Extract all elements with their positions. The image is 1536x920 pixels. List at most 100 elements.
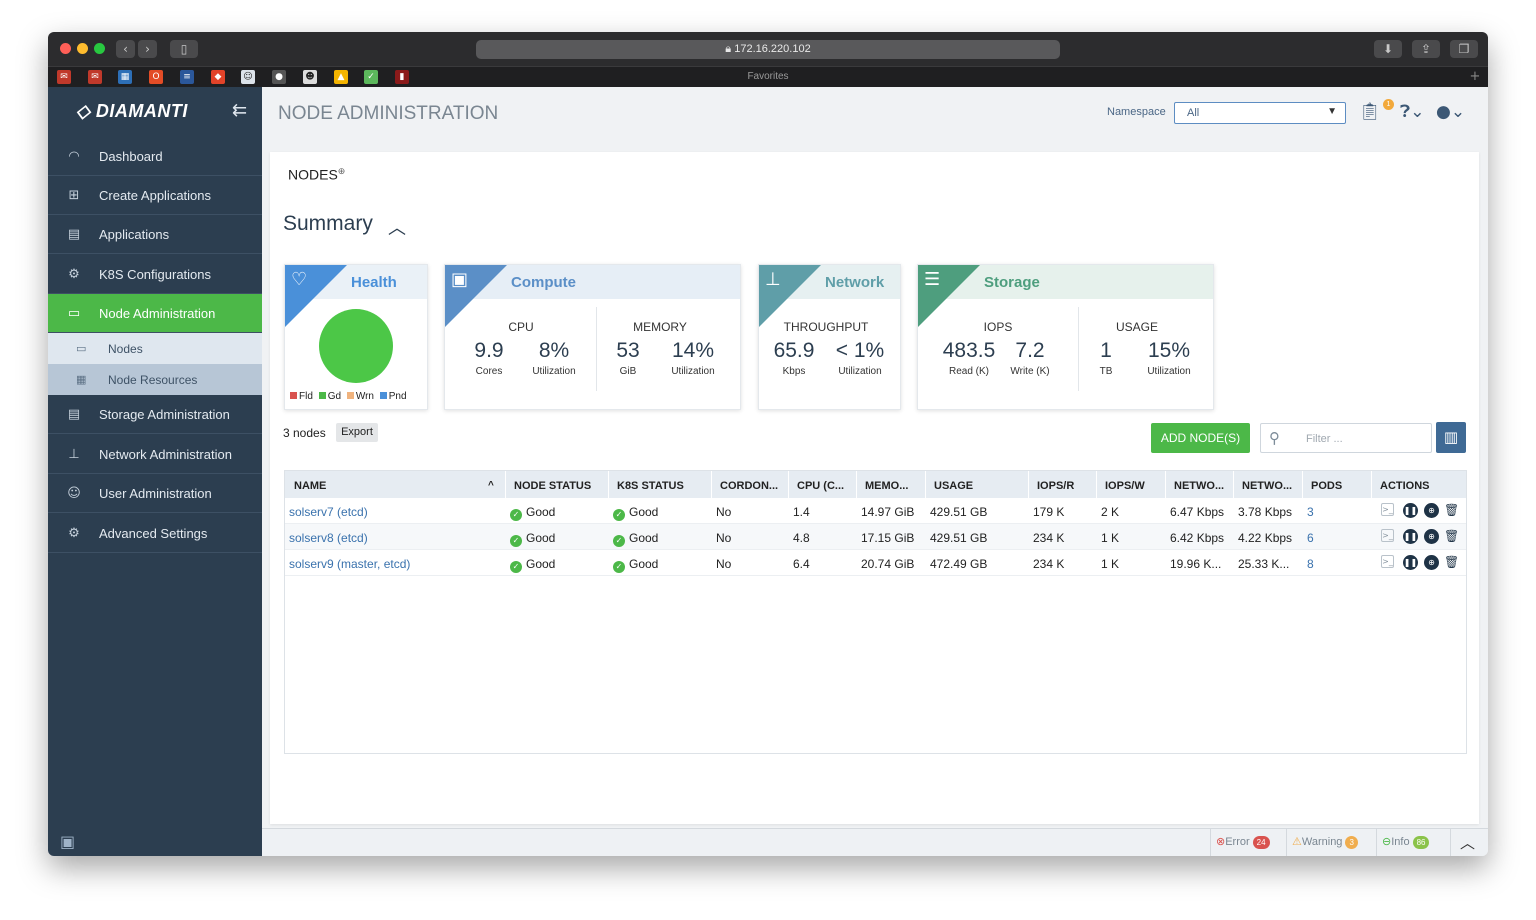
- check-circle-icon: ✓: [613, 535, 625, 547]
- memory-cell: 17.15 GiB: [861, 531, 915, 545]
- download-icon[interactable]: ⬇: [1374, 40, 1402, 58]
- globe-icon[interactable]: ⊕: [1424, 503, 1439, 518]
- nodes-table: NAME ^ NODE STATUS K8S STATUS CORDON... …: [284, 470, 1467, 754]
- calendar-icon[interactable]: ▣: [60, 832, 76, 851]
- error-icon: ⊗: [1216, 836, 1226, 848]
- terminal-icon[interactable]: >_: [1381, 555, 1394, 568]
- back-arrow-icon[interactable]: ‹: [116, 40, 135, 58]
- new-tab-plus-icon[interactable]: +: [1469, 69, 1481, 84]
- drive-icon[interactable]: ▲: [334, 70, 348, 84]
- memory-value: 53: [616, 339, 640, 362]
- pods-link[interactable]: 6: [1307, 531, 1314, 545]
- page-title: NODE ADMINISTRATION: [278, 103, 499, 124]
- sidebar-item-applications[interactable]: ▤ Applications: [48, 215, 262, 254]
- office-icon[interactable]: O: [149, 70, 163, 84]
- trash-icon[interactable]: 🗑︎: [1444, 555, 1460, 569]
- help-document-icon[interactable]: ❓︎⌄: [1400, 102, 1425, 122]
- clipboard-icon[interactable]: 📋︎: [1359, 102, 1381, 122]
- sidebar-subitem-node-resources[interactable]: ▦ Node Resources: [48, 364, 262, 395]
- info-status[interactable]: ⊖Info 86: [1382, 835, 1430, 849]
- error-status[interactable]: ⊗Error 24: [1216, 835, 1270, 849]
- sidebar: ◇ DIAMANTI ⇇ ◠ Dashboard ⊞ Create Applic…: [48, 87, 262, 856]
- sidebar-item-storage-administration[interactable]: ▤ Storage Administration: [48, 395, 262, 434]
- column-header-network-2[interactable]: NETWO...: [1242, 480, 1293, 492]
- chevron-up-icon[interactable]: ︿: [388, 218, 406, 239]
- sidebar-item-dashboard[interactable]: ◠ Dashboard: [48, 137, 262, 176]
- column-header-cpu[interactable]: CPU (C...: [797, 480, 845, 492]
- node-name-link[interactable]: solserv7 (etcd): [289, 505, 368, 519]
- info-icon[interactable]: ⊕: [337, 166, 346, 176]
- filter-input[interactable]: ⚲ Filter ...: [1260, 423, 1432, 453]
- address-bar[interactable]: 🔒︎ 172.16.220.102: [476, 40, 1060, 59]
- close-window-button[interactable]: [60, 43, 71, 54]
- column-header-pods[interactable]: PODS: [1311, 480, 1343, 492]
- pods-link[interactable]: 3: [1307, 505, 1314, 519]
- brand-logo[interactable]: ◇ DIAMANTI: [76, 101, 188, 121]
- terminal-icon[interactable]: >_: [1381, 529, 1394, 542]
- bookmark-icon[interactable]: ▮: [395, 70, 409, 84]
- columns-toggle-button[interactable]: ▥: [1436, 422, 1466, 453]
- user-account-icon[interactable]: ●⌄: [1436, 102, 1466, 122]
- share-icon[interactable]: ⇪: [1412, 40, 1440, 58]
- k8s-status-cell: ✓ Good: [613, 505, 658, 521]
- sidebar-item-node-administration[interactable]: ▭ Node Administration: [48, 294, 262, 333]
- sidebar-subitem-nodes[interactable]: ▭ Nodes: [48, 333, 262, 364]
- minimize-window-button[interactable]: [77, 43, 88, 54]
- browser-window: ‹ › ▯ 🔒︎ 172.16.220.102 ⬇ ⇪ ❐ ✉ ✉ ▦ O ≡ …: [48, 32, 1488, 856]
- column-header-name[interactable]: NAME: [294, 480, 327, 492]
- forward-arrow-icon[interactable]: ›: [138, 40, 157, 58]
- sidebar-item-k8s-configurations[interactable]: ⚙ K8S Configurations: [48, 255, 262, 294]
- collapse-sidebar-icon[interactable]: ⇇: [232, 100, 248, 121]
- table-row: solserv7 (etcd) ✓ Good ✓ Good No 1.4 14.97…: [285, 498, 1466, 524]
- sidebar-toggle-icon[interactable]: ▯: [170, 40, 198, 58]
- sidebar-item-create-applications[interactable]: ⊞ Create Applications: [48, 176, 262, 215]
- terminal-icon[interactable]: >_: [1381, 503, 1394, 516]
- docs-icon[interactable]: ≡: [180, 70, 194, 84]
- avatar-favicon-icon[interactable]: ☻: [303, 70, 317, 84]
- column-header-cordon[interactable]: CORDON...: [720, 480, 779, 492]
- sidebar-item-user-administration[interactable]: ☺ User Administration: [48, 474, 262, 513]
- column-header-iops-write[interactable]: IOPS/W: [1105, 480, 1145, 492]
- pods-link[interactable]: 8: [1307, 557, 1314, 571]
- trash-icon[interactable]: 🗑︎: [1444, 503, 1460, 517]
- warning-status[interactable]: ⚠Warning 3: [1292, 835, 1358, 849]
- column-header-usage[interactable]: USAGE: [934, 480, 974, 492]
- pause-icon[interactable]: ❚❚: [1403, 503, 1418, 518]
- column-header-k8s-status[interactable]: K8S STATUS: [617, 480, 684, 492]
- namespace-select[interactable]: All ▼: [1174, 102, 1346, 124]
- pause-icon[interactable]: ❚❚: [1403, 555, 1418, 570]
- zoom-window-button[interactable]: [94, 43, 105, 54]
- table-row: solserv8 (etcd) ✓ Good ✓ Good No 4.8 17.15…: [285, 524, 1466, 550]
- mail-icon[interactable]: ✉: [88, 70, 102, 84]
- expand-status-icon[interactable]: ︿: [1460, 834, 1476, 852]
- health-card: ♡ Health Fld Gd Wrn Pnd: [284, 264, 428, 410]
- export-button[interactable]: Export: [336, 423, 378, 442]
- github-icon[interactable]: ●: [272, 70, 286, 84]
- favorites-bar: ✉ ✉ ▦ O ≡ ◆ ☺ ● ☻ ▲ ✓ ▮ Favorites +: [48, 66, 1488, 87]
- calendar-favicon-icon[interactable]: ▦: [118, 70, 132, 84]
- cordon-cell: No: [716, 531, 732, 545]
- column-header-iops-read[interactable]: IOPS/R: [1037, 480, 1075, 492]
- node-name-link[interactable]: solserv8 (etcd): [289, 531, 368, 545]
- add-nodes-button[interactable]: ADD NODE(S): [1151, 423, 1250, 453]
- tabs-overview-icon[interactable]: ❐: [1450, 40, 1478, 58]
- column-header-memory[interactable]: MEMO...: [865, 480, 909, 492]
- jenkins-icon[interactable]: ☺: [241, 70, 255, 84]
- globe-icon[interactable]: ⊕: [1424, 555, 1439, 570]
- shield-favicon-icon[interactable]: ✓: [364, 70, 378, 84]
- trash-icon[interactable]: 🗑︎: [1444, 529, 1460, 543]
- globe-icon[interactable]: ⊕: [1424, 529, 1439, 544]
- sidebar-item-network-administration[interactable]: ⊥ Network Administration: [48, 435, 262, 474]
- node-name-link[interactable]: solserv9 (master, etcd): [289, 557, 411, 571]
- column-header-actions: ACTIONS: [1380, 480, 1430, 492]
- column-header-network-1[interactable]: NETWO...: [1174, 480, 1225, 492]
- check-circle-icon: ✓: [613, 509, 625, 521]
- compute-card: ▣ Compute CPU 9.9 Cores 8% Utilization M…: [444, 264, 741, 410]
- column-header-node-status[interactable]: NODE STATUS: [514, 480, 592, 492]
- sort-ascending-icon[interactable]: ^: [488, 480, 494, 491]
- notification-badge: 1: [1383, 99, 1394, 110]
- gmail-icon[interactable]: ✉: [57, 70, 71, 84]
- sidebar-item-advanced-settings[interactable]: ⚙ Advanced Settings: [48, 514, 262, 553]
- pause-icon[interactable]: ❚❚: [1403, 529, 1418, 544]
- gitlab-icon[interactable]: ◆: [211, 70, 225, 84]
